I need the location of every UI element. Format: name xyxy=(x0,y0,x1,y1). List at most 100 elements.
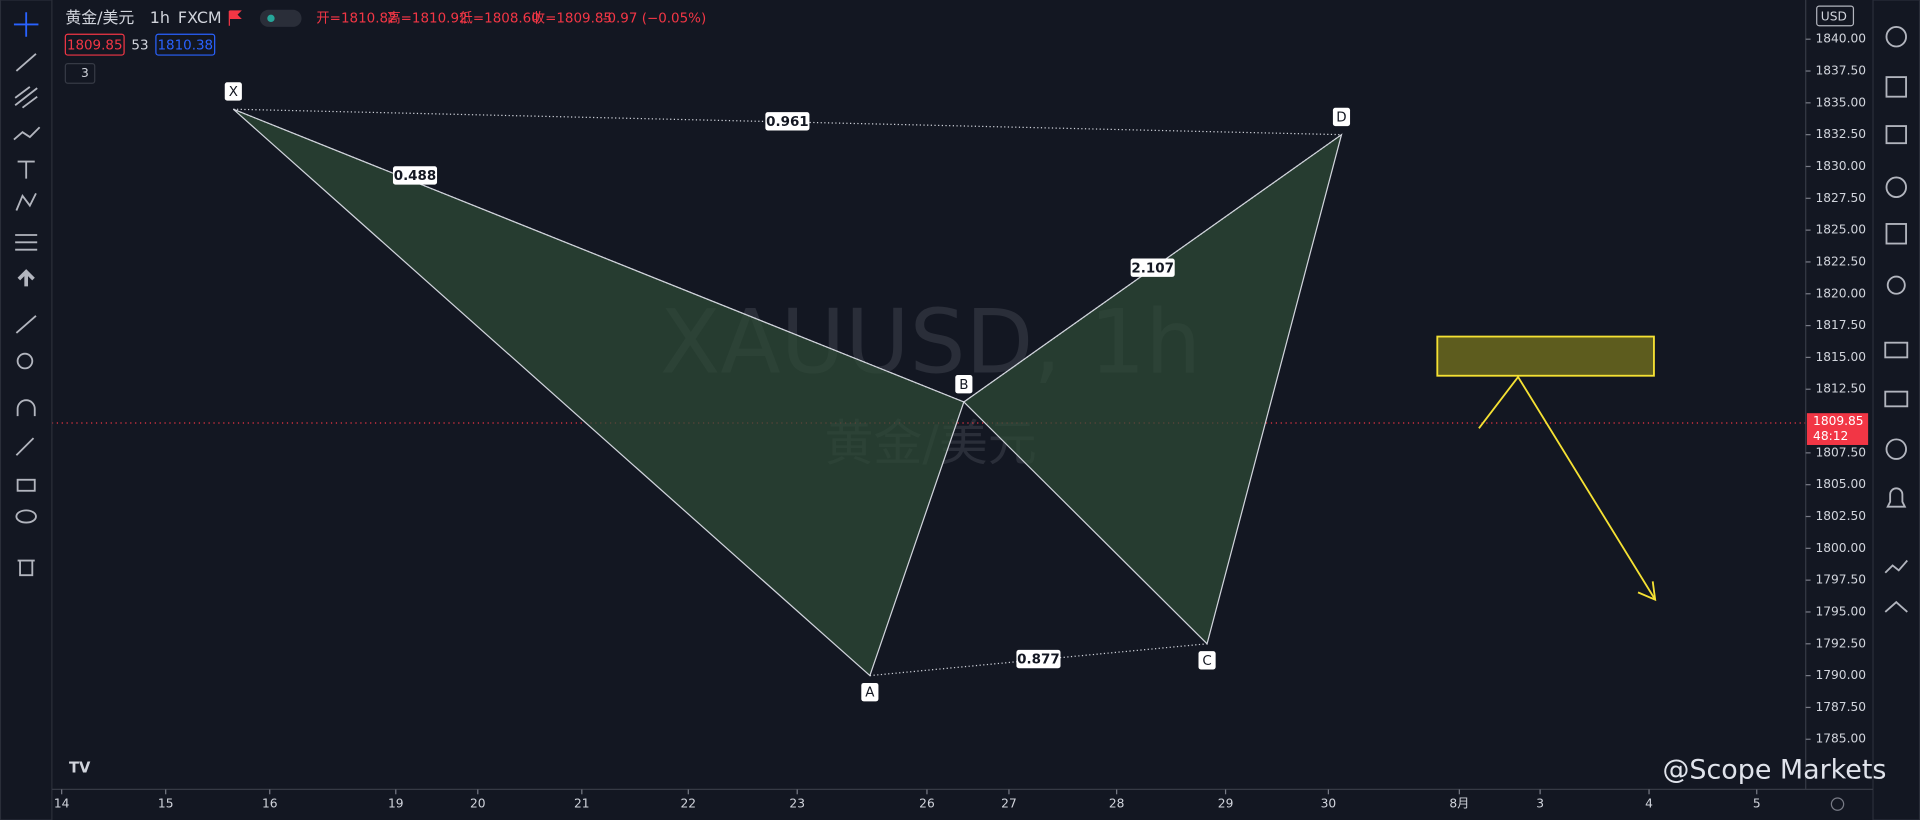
last-price-label: 1809.85 xyxy=(1813,414,1864,428)
ratio-box xyxy=(392,166,438,185)
ratio-box xyxy=(765,112,810,131)
time-tick-label: 28 xyxy=(1109,797,1125,811)
time-tick-label: 8月 xyxy=(1449,797,1469,811)
data-window-button[interactable] xyxy=(1885,176,1907,198)
alerts-button[interactable] xyxy=(1885,26,1907,48)
ohlc-change: -0.97 (−0.05%) xyxy=(603,11,707,26)
time-tick-label: 5 xyxy=(1753,797,1761,811)
ratio-line xyxy=(233,108,1342,136)
draw-mode-tool[interactable] xyxy=(15,437,35,456)
trendline-tool[interactable] xyxy=(15,53,37,72)
exchange: FXCM xyxy=(178,8,222,27)
hide-tool[interactable] xyxy=(15,509,37,524)
ratio-box xyxy=(1130,258,1175,277)
ideas-button[interactable] xyxy=(1886,275,1906,295)
text-tool[interactable] xyxy=(17,160,35,179)
time-tick-label: 30 xyxy=(1321,797,1337,811)
ohlc-open: 开=1810.82 xyxy=(316,11,396,26)
ohlc-close: 收=1809.85 xyxy=(532,10,612,26)
fib-tool[interactable] xyxy=(14,86,38,109)
brand: @Scope Markets xyxy=(1663,755,1887,786)
price-tick-label: 1815.00 xyxy=(1815,350,1866,364)
projection-arrow[interactable] xyxy=(1478,375,1656,601)
arrow-tool[interactable] xyxy=(17,269,35,287)
point-box xyxy=(1198,651,1216,670)
target-zone[interactable] xyxy=(1436,335,1655,377)
time-tick-label: 3 xyxy=(1536,797,1544,811)
bid-box[interactable] xyxy=(64,33,125,56)
price-tick-label: 1822.50 xyxy=(1815,254,1866,268)
time-tick-label: 22 xyxy=(681,797,697,811)
market-button[interactable] xyxy=(1884,559,1908,574)
point-box xyxy=(1332,107,1351,127)
price-tick-label: 1830.00 xyxy=(1815,159,1866,173)
price-tick-label: 1797.50 xyxy=(1815,573,1866,587)
crosshair-tool[interactable] xyxy=(13,12,39,37)
point-label: X xyxy=(229,85,238,100)
price-tick-label: 1840.00 xyxy=(1815,32,1866,46)
pattern-tool[interactable] xyxy=(13,126,41,141)
ratio-label: 2.107 xyxy=(1131,261,1174,276)
tv-logo: TV xyxy=(69,760,91,777)
arrow-head xyxy=(1637,581,1657,602)
order-panel-button[interactable] xyxy=(1884,600,1908,613)
price-tick-label: 1787.50 xyxy=(1815,700,1866,714)
price-tick-label: 1805.00 xyxy=(1815,477,1866,491)
countdown: 48:12 xyxy=(1813,429,1848,443)
price-tick-label: 1817.50 xyxy=(1815,318,1866,332)
ratio-label: 0.961 xyxy=(766,115,809,130)
time-tick-label: 21 xyxy=(574,797,590,811)
time-tick-label: 19 xyxy=(388,797,404,811)
watchlist-button[interactable] xyxy=(1885,125,1907,145)
market-status xyxy=(259,9,302,27)
ratio-line xyxy=(233,108,965,403)
indicators-toggle[interactable] xyxy=(64,63,96,84)
price-tick-label: 1812.50 xyxy=(1815,382,1866,396)
price-tick-label: 1837.50 xyxy=(1815,64,1866,78)
price-tick-label: 1835.00 xyxy=(1815,95,1866,109)
settings-button[interactable] xyxy=(1830,797,1845,811)
price-tick-label: 1790.00 xyxy=(1815,668,1866,682)
ohlc-high: 高=1810.92 xyxy=(387,9,467,26)
point-box xyxy=(861,682,879,702)
time-tick-label: 15 xyxy=(158,797,174,811)
zoom-tool[interactable] xyxy=(16,352,34,370)
currency-button[interactable] xyxy=(1816,5,1855,27)
symbol[interactable]: 黄金/美元 xyxy=(65,8,134,27)
hotlist-button[interactable] xyxy=(1885,438,1907,460)
magnet-tool[interactable] xyxy=(16,399,36,417)
streams-button[interactable] xyxy=(1884,390,1909,408)
currency: USD xyxy=(1821,10,1847,24)
price-tick-label: 1825.00 xyxy=(1815,223,1866,237)
lock-tool[interactable] xyxy=(16,478,36,492)
point-box xyxy=(224,82,242,101)
point-label: A xyxy=(865,686,875,701)
xabcd-tool[interactable] xyxy=(15,192,37,211)
news-button[interactable] xyxy=(1885,76,1907,98)
ratio-label: 0.877 xyxy=(1017,653,1060,668)
point-label: C xyxy=(1202,654,1211,669)
price-tick-label: 1800.00 xyxy=(1815,541,1866,555)
legend-header: 黄金/美元 1h FXCM 开=1810.82 高=1810.92 低=1808… xyxy=(64,8,707,84)
flag[interactable] xyxy=(228,10,242,26)
delete-tool[interactable] xyxy=(17,559,35,577)
time-tick-label: 16 xyxy=(262,797,278,811)
ask: 1810.38 xyxy=(157,38,213,53)
price-tick-label: 1807.50 xyxy=(1815,445,1866,459)
interval: 1h xyxy=(150,8,170,27)
price-tick-label: 1795.00 xyxy=(1815,604,1866,618)
ratio-box xyxy=(1016,649,1061,669)
forecast-tool[interactable] xyxy=(15,234,38,251)
time-tick-label: 26 xyxy=(919,797,935,811)
point-label: B xyxy=(959,378,968,393)
point-label: D xyxy=(1336,111,1346,126)
ask-box[interactable] xyxy=(155,33,216,56)
notifications-button[interactable] xyxy=(1886,487,1907,508)
calendar-button[interactable] xyxy=(1885,223,1907,245)
time-tick-label: 4 xyxy=(1645,797,1653,811)
left-toolbar xyxy=(0,0,53,820)
chat-button[interactable] xyxy=(1884,341,1909,359)
time-tick-label: 27 xyxy=(1001,797,1017,811)
ruler-tool[interactable] xyxy=(15,315,37,334)
